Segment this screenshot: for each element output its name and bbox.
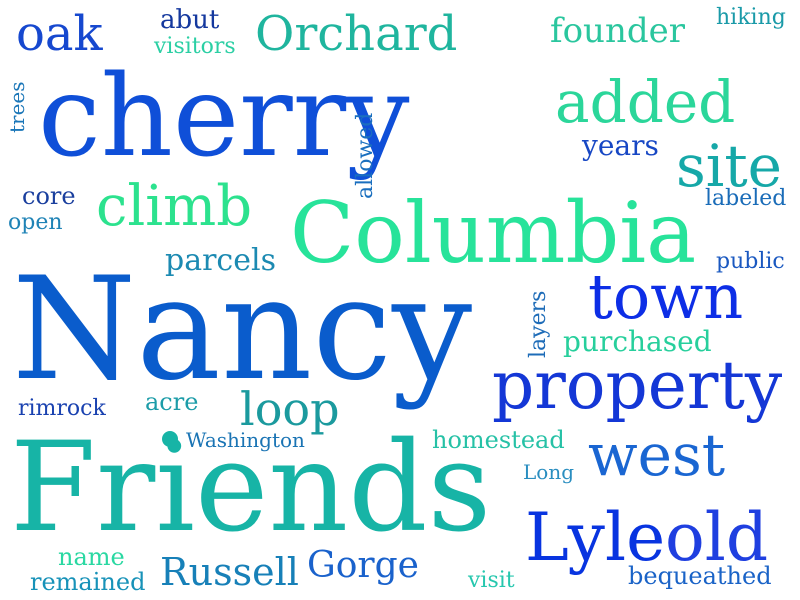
word-public: public [716, 249, 785, 274]
word-allowed: allowed [353, 113, 378, 199]
word-lyle: Lyle [525, 499, 665, 576]
word-loop: loop [240, 382, 340, 436]
word-rimrock: rimrock [18, 396, 106, 421]
word-site: site [676, 132, 782, 200]
word-purchased: purchased [563, 325, 712, 358]
word-labeled: labeled [705, 186, 786, 211]
word-property: property [492, 347, 783, 424]
word-founder: founder [550, 11, 686, 51]
word-hiking: hiking [716, 5, 786, 30]
dot-marker [162, 431, 178, 447]
word-visit: visit [467, 568, 515, 593]
word-homestead: homestead [432, 426, 565, 454]
word-layers: layers [526, 291, 551, 358]
word-name: name [58, 543, 125, 571]
word-abut: abut [160, 5, 220, 35]
word-old: old [665, 499, 768, 576]
word-oak: oak [16, 6, 104, 62]
word-trees: trees [5, 81, 29, 133]
word-climb: climb [96, 174, 252, 239]
word-acre: acre [145, 388, 198, 416]
word-cherry: cherry [38, 52, 410, 182]
word-years: years [581, 129, 659, 162]
word-open: open [8, 210, 63, 235]
word-visitors: visitors [153, 34, 236, 59]
word-columbia: Columbia [290, 184, 696, 282]
word-core: core [22, 182, 76, 210]
word-gorge: Gorge [307, 545, 419, 586]
word-west: west [588, 421, 725, 489]
word-long: Long [523, 460, 574, 484]
word-russell: Russell [160, 550, 299, 594]
word-added: added [555, 68, 735, 136]
word-town: town [588, 260, 743, 333]
word-parcels: parcels [165, 243, 276, 278]
word-nancy: Nancy [12, 247, 472, 412]
word-washington: Washington [186, 428, 305, 452]
word-orchard: Orchard [255, 6, 457, 62]
word-remained: remained [30, 568, 145, 596]
word-friends: Friends [10, 416, 491, 560]
word-bequeathed: bequeathed [628, 562, 772, 590]
